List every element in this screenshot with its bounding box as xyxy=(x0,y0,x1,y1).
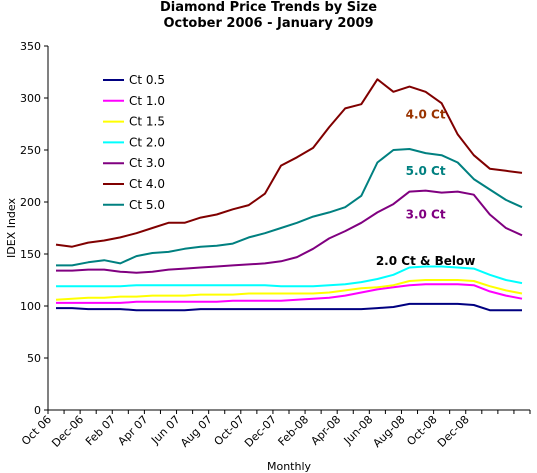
x-tick-label: Dec-07 xyxy=(242,413,279,450)
legend-label: Ct 4.0 xyxy=(129,177,165,191)
series-line-ct-0-5 xyxy=(56,302,522,312)
x-tick-label: Jun 07 xyxy=(148,413,182,447)
y-tick-label: 350 xyxy=(20,40,41,53)
x-tick-label: Feb 07 xyxy=(83,413,118,448)
x-tick-label: Dec-08 xyxy=(435,413,472,450)
series-annotation: 3.0 Ct xyxy=(406,207,446,221)
annotations: 4.0 Ct 5.0 Ct 3.0 Ct 2.0 Ct & Below xyxy=(376,108,476,269)
series-annotation: 4.0 Ct xyxy=(406,108,446,122)
x-tick-label: Apr-08 xyxy=(308,413,343,448)
series-line-ct-5-0 xyxy=(56,148,523,267)
legend-label: Ct 2.0 xyxy=(129,135,165,149)
chart-title: Diamond Price Trends by Size xyxy=(159,0,378,15)
legend-label: Ct 1.5 xyxy=(129,115,165,129)
series-line-ct-1-0 xyxy=(56,283,523,304)
series-line-ct-4-0 xyxy=(55,78,523,248)
legend-label: Ct 1.0 xyxy=(129,94,165,108)
x-tick-label: Feb-08 xyxy=(276,413,312,449)
series-annotation: 5.0 Ct xyxy=(406,164,446,178)
y-tick-label: 0 xyxy=(34,404,41,417)
y-axis-title: IDEX Index xyxy=(5,198,18,258)
y-tick-label: 100 xyxy=(20,300,41,313)
legend-label: Ct 3.0 xyxy=(129,156,165,170)
series-annotation: 2.0 Ct & Below xyxy=(376,254,476,268)
y-tick-label: 300 xyxy=(20,92,41,105)
x-tick-label: Oct-08 xyxy=(404,413,439,448)
y-tick-label: 50 xyxy=(27,352,41,365)
x-axis-title: Monthly xyxy=(267,460,312,473)
y-tick-label: 200 xyxy=(20,196,41,209)
series-line-ct-1-5 xyxy=(55,279,523,301)
x-tick-label: Aug-08 xyxy=(370,413,407,450)
x-tick-label: Aug 07 xyxy=(178,413,215,450)
x-tick-label: Jun-08 xyxy=(341,413,376,448)
y-axis-ticks: 0 50 100 150 200 250 300 350 xyxy=(20,40,48,417)
y-tick-label: 150 xyxy=(20,248,41,261)
chart-title-block: Diamond Price Trends by Size October 200… xyxy=(0,0,537,32)
series-line-ct-2-0 xyxy=(56,265,523,288)
legend: Ct 0.5 Ct 1.0 Ct 1.5 Ct 2.0 Ct 3.0 Ct 4.0 Ct 5… xyxy=(103,73,165,212)
legend-label: Ct 0.5 xyxy=(129,73,165,87)
x-tick-label: Oct-07 xyxy=(212,413,247,448)
y-tick-label: 250 xyxy=(20,144,41,157)
legend-label: Ct 5.0 xyxy=(129,198,165,212)
x-tick-label: Apr 07 xyxy=(115,413,150,448)
x-tick-label: Dec-06 xyxy=(49,413,86,450)
x-tick-label: Oct 06 xyxy=(19,413,54,448)
series-lines xyxy=(55,78,523,312)
series-line-ct-3-0 xyxy=(56,189,523,274)
chart-subtitle: October 2006 - January 2009 xyxy=(163,16,374,31)
